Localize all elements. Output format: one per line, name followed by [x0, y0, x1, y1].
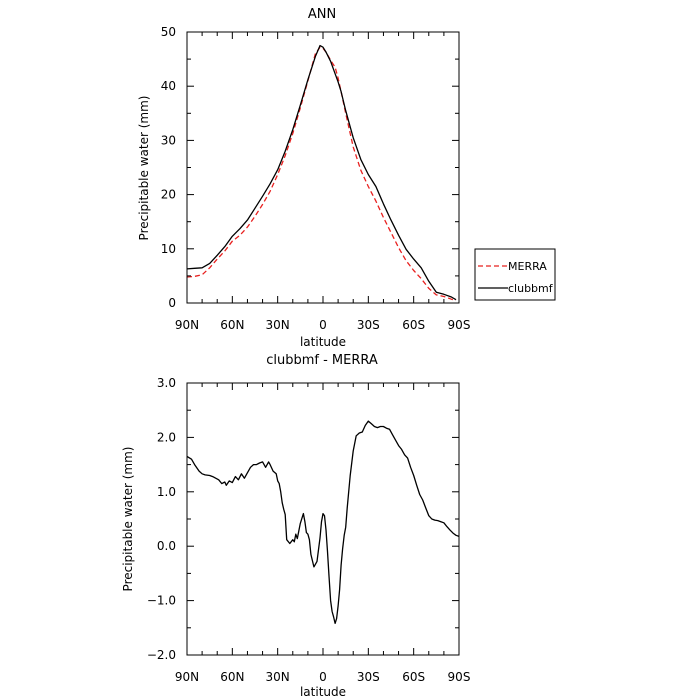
bottom-chart-x-tick-label: 30S [357, 670, 380, 684]
bottom-chart-x-tick-label: 30N [266, 670, 290, 684]
legend: MERRA clubbmf [474, 248, 556, 301]
bottom-chart-frame [186, 382, 460, 656]
bottom-chart-series-layer [186, 420, 460, 625]
bottom-chart-y-tick-label: −1.0 [147, 594, 176, 608]
bottom-chart-x-tick-label: 90N [175, 670, 199, 684]
bottom-chart-x-tick-label: 90S [448, 670, 471, 684]
bottom-chart-series-line-difference [186, 420, 460, 625]
top-chart-x-tick-label: 90S [448, 318, 471, 332]
top-chart-y-tick-label: 40 [161, 79, 176, 93]
top-chart-y-tick-label: 50 [161, 25, 176, 39]
bottom-chart-y-tick-label: 3.0 [157, 376, 176, 390]
bottom-chart-x-axis-label: latitude [300, 685, 346, 699]
bottom-chart-y-tick-label: 2.0 [157, 430, 176, 444]
top-chart-frame [186, 31, 460, 304]
legend-label-merra: MERRA [508, 260, 547, 273]
bottom-chart-panel: clubbmf - MERRA 90N 60N 30N 0 30S 60S 90S −2.0 −… [121, 353, 470, 699]
bottom-chart-x-tick-label: 0 [319, 670, 327, 684]
top-chart-series-layer [186, 44, 457, 301]
top-chart-y-tick-label: 0 [168, 296, 176, 310]
top-chart-x-tick-label: 30S [357, 318, 380, 332]
top-chart-y-tick-label: 10 [161, 242, 176, 256]
top-chart-x-axis-label: latitude [300, 335, 346, 349]
top-chart-title: ANN [308, 7, 336, 22]
top-chart-axes: 90N 60N 30N 0 30S 60S 90S 0 10 20 30 40 50 [161, 25, 471, 332]
top-chart-x-tick-label: 0 [319, 318, 327, 332]
top-chart-series-line-clubbmf [186, 44, 457, 301]
top-chart-panel: ANN 90N 60N 30N 0 30S 60S 90S 0 10 20 30 40 50 latit… [137, 7, 556, 349]
bottom-chart-title: clubbmf - MERRA [266, 353, 378, 368]
top-chart-x-tick-label: 60N [220, 318, 244, 332]
top-chart-x-tick-label: 90N [175, 318, 199, 332]
top-chart-y-tick-label: 20 [161, 188, 176, 202]
bottom-chart-x-tick-label: 60S [402, 670, 425, 684]
bottom-chart-y-tick-label: 0.0 [157, 539, 176, 553]
top-chart-x-tick-label: 60S [402, 318, 425, 332]
bottom-chart-x-tick-label: 60N [220, 670, 244, 684]
bottom-chart-y-tick-label: −2.0 [147, 648, 176, 662]
legend-box [474, 248, 556, 301]
bottom-chart-axes: 90N 60N 30N 0 30S 60S 90S −2.0 −1.0 0.0 1.0 2.0 3.0 [147, 376, 471, 684]
bottom-chart-y-tick-label: 1.0 [157, 485, 176, 499]
top-chart-y-axis-label: Precipitable water (mm) [137, 96, 151, 241]
top-chart-y-tick-label: 30 [161, 133, 176, 147]
top-chart-x-tick-label: 30N [266, 318, 290, 332]
bottom-chart-y-axis-label: Precipitable water (mm) [121, 447, 135, 592]
legend-label-clubbmf: clubbmf [508, 282, 554, 295]
